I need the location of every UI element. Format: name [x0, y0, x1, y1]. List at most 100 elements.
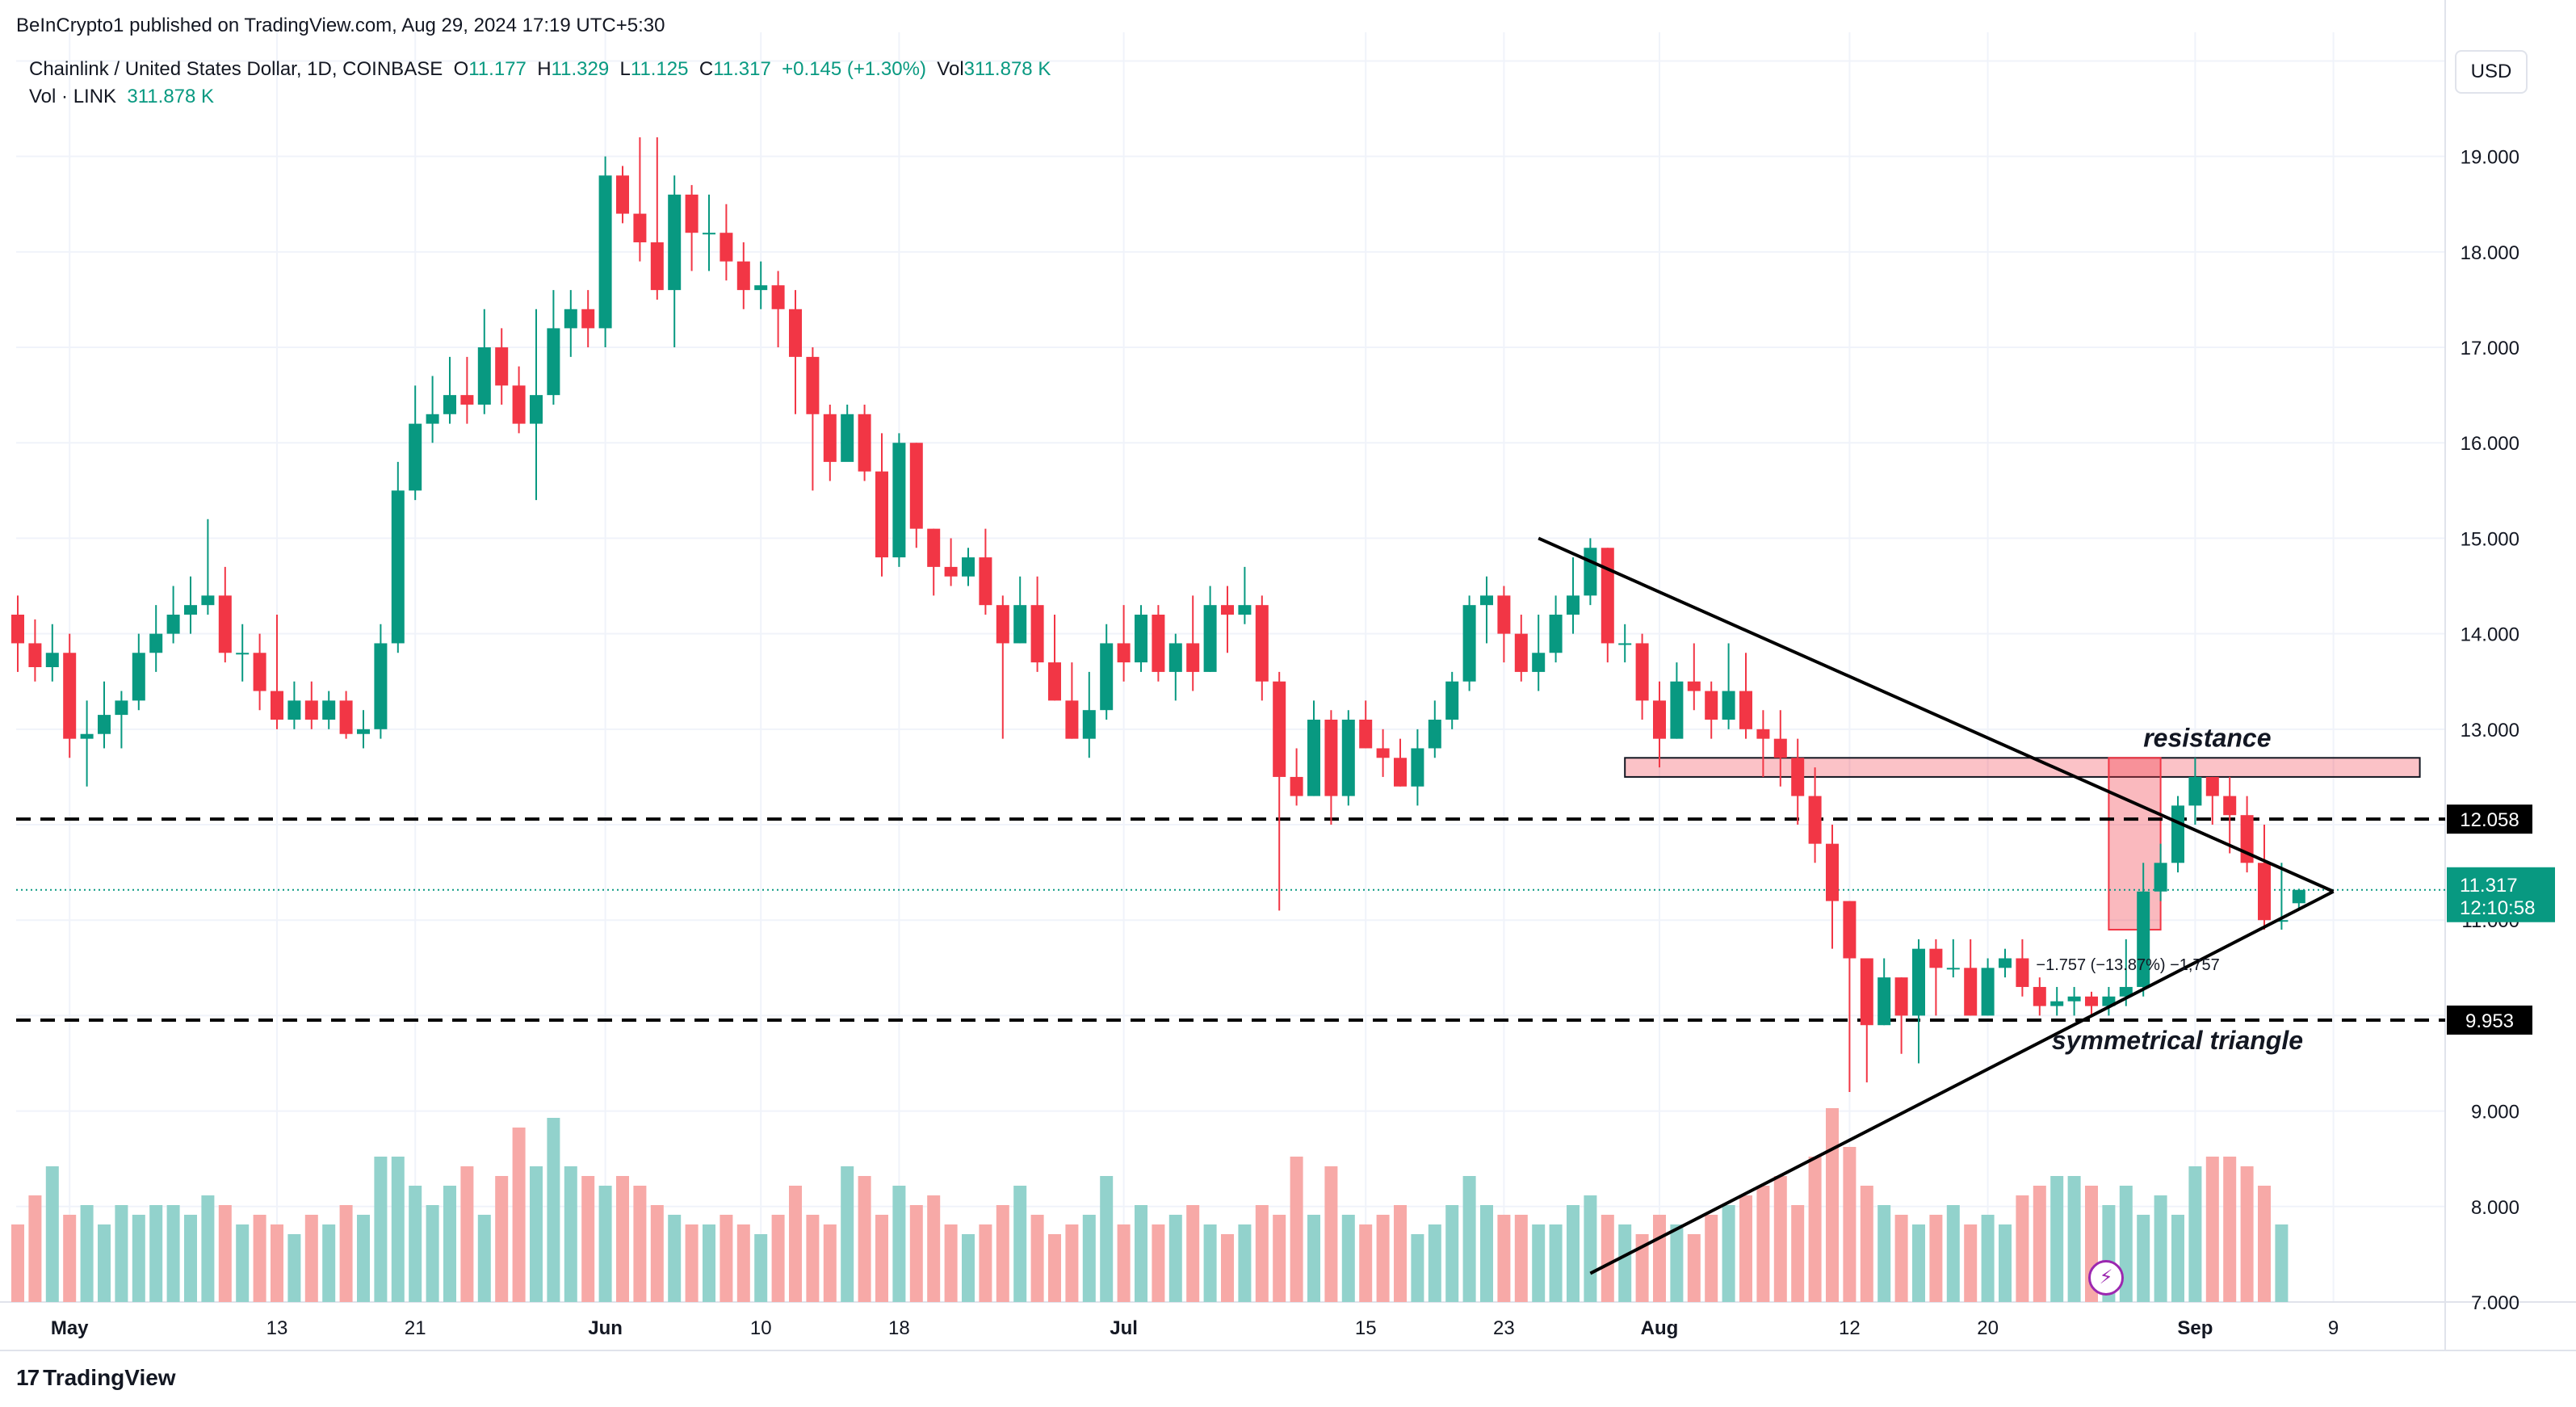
- volume-bar: [2188, 1166, 2202, 1302]
- volume-bar: [1705, 1215, 1718, 1302]
- volume-bar: [63, 1215, 77, 1302]
- candle-body: [1394, 758, 1407, 787]
- close-value: 11.317: [713, 58, 771, 80]
- candle-body: [2085, 996, 2098, 1006]
- volume-bar: [166, 1205, 180, 1302]
- candle-body: [909, 443, 923, 529]
- candle-body: [892, 443, 906, 558]
- volume-bar: [996, 1205, 1009, 1302]
- volume-bar: [1514, 1215, 1528, 1302]
- lightning-icon[interactable]: ⚡: [2088, 1260, 2124, 1296]
- candle-body: [581, 309, 595, 329]
- volume-bar: [271, 1224, 283, 1302]
- candle-body: [1497, 595, 1511, 634]
- volume-bar: [2258, 1186, 2271, 1302]
- tv-mark-icon: 17: [16, 1365, 40, 1390]
- current-price-tag: [2447, 867, 2555, 922]
- candle-body: [1946, 968, 1960, 970]
- candle-body: [996, 605, 1009, 644]
- candle-body: [1739, 691, 1752, 729]
- volume-bar: [2050, 1176, 2064, 1302]
- candle-body: [184, 605, 197, 615]
- volume-bar: [736, 1224, 750, 1302]
- candle-body: [1152, 614, 1165, 672]
- y-tick-label: 17.000: [2461, 338, 2519, 359]
- volume-bar: [1843, 1147, 1856, 1302]
- volume-bar: [2240, 1166, 2254, 1302]
- candle-body: [685, 194, 699, 233]
- volume-bar: [1653, 1215, 1666, 1302]
- volume-bar: [1601, 1215, 1614, 1302]
- volume-bar: [339, 1205, 353, 1302]
- candle-body: [339, 700, 353, 734]
- candle-body: [63, 653, 77, 739]
- volume-bar: [633, 1186, 647, 1302]
- volume-bar: [1981, 1215, 1995, 1302]
- volume-bar: [2137, 1215, 2150, 1302]
- volume-bar: [1255, 1205, 1269, 1302]
- candle-body: [806, 356, 820, 414]
- candle-body: [633, 213, 647, 243]
- volume-bar: [1221, 1234, 1234, 1302]
- x-tick-label: 13: [266, 1317, 288, 1339]
- candle-body: [616, 175, 629, 214]
- candle-body: [841, 414, 854, 462]
- candle-body: [2067, 996, 2081, 1002]
- candle-body: [875, 471, 888, 558]
- volume-series-label: Vol · LINK: [29, 86, 117, 107]
- resistance-label: resistance: [2143, 723, 2271, 752]
- candle-body: [1549, 614, 1563, 653]
- candle-body: [1100, 643, 1114, 711]
- currency-selector[interactable]: USD: [2455, 50, 2528, 94]
- volume-bar: [1324, 1166, 1338, 1302]
- y-tick-label: 19.000: [2461, 147, 2519, 169]
- volume-bar: [564, 1166, 577, 1302]
- volume-bar: [287, 1234, 301, 1302]
- volume-bar: [1065, 1224, 1079, 1302]
- candle-body: [253, 653, 266, 691]
- candle-body: [1877, 977, 1891, 1026]
- candle-body: [858, 414, 871, 472]
- candle-body: [2050, 1001, 2064, 1006]
- volume-bar: [409, 1186, 422, 1302]
- measure-label: −1.757 (−13.87%) −1,757: [2036, 956, 2219, 974]
- level-price-text: 9.953: [2465, 1010, 2514, 1032]
- candle-body: [1601, 548, 1614, 644]
- candle-body: [322, 700, 336, 720]
- volume-bar: [218, 1205, 232, 1302]
- candle-body: [512, 385, 526, 424]
- volume-bar: [1290, 1157, 1303, 1302]
- volume-bar: [1168, 1215, 1182, 1302]
- candle-body: [1186, 643, 1200, 672]
- x-tick-label: Jul: [1110, 1317, 1138, 1339]
- volume-bar: [391, 1157, 405, 1302]
- volume-bar: [1929, 1215, 1943, 1302]
- volume-bar: [1532, 1224, 1546, 1302]
- candle-body: [2292, 889, 2305, 904]
- candle-body: [1791, 758, 1805, 796]
- candle-body: [927, 528, 941, 567]
- x-tick-label: 9: [2328, 1317, 2339, 1339]
- candle-body: [823, 414, 837, 462]
- candle-body: [1964, 968, 1978, 1016]
- x-tick-label: Aug: [1641, 1317, 1679, 1339]
- volume-bar: [823, 1224, 837, 1302]
- volume-bar: [1756, 1186, 1770, 1302]
- candle-body: [2016, 958, 2029, 987]
- candle-body: [28, 643, 42, 667]
- candle-body: [1635, 643, 1649, 701]
- candle-body: [1341, 720, 1355, 796]
- candle-body: [547, 328, 560, 396]
- candle-body: [115, 700, 128, 716]
- volume-bar: [1999, 1224, 2012, 1302]
- volume-bar: [789, 1186, 802, 1302]
- volume-bar: [1376, 1215, 1390, 1302]
- candle-body: [2205, 776, 2219, 796]
- candle-body: [1912, 948, 1925, 1016]
- candle-body: [1238, 605, 1252, 615]
- volume-bar: [2033, 1186, 2046, 1302]
- volume-bar: [1359, 1224, 1373, 1302]
- candle-body: [374, 643, 388, 729]
- volume-bar: [512, 1128, 526, 1302]
